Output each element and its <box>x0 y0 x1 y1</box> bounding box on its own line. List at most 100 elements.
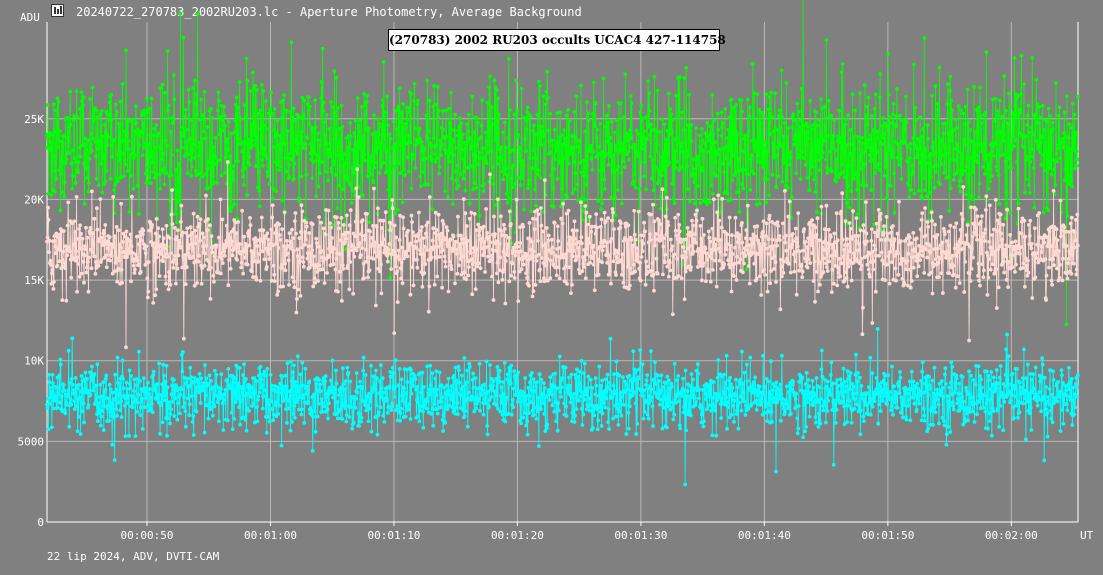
data-point <box>457 183 461 188</box>
data-point <box>1030 296 1035 300</box>
data-point <box>174 212 179 216</box>
data-point <box>1066 257 1071 261</box>
data-point <box>435 156 440 160</box>
data-point <box>63 266 68 271</box>
data-point <box>247 228 251 233</box>
data-point <box>204 376 209 381</box>
data-point <box>265 367 270 371</box>
data-point <box>873 171 878 176</box>
data-point <box>353 234 358 239</box>
data-point <box>98 143 103 147</box>
data-point <box>119 267 124 272</box>
data-point <box>581 262 586 266</box>
data-point <box>58 208 63 213</box>
data-point <box>499 214 503 219</box>
data-point <box>848 142 852 147</box>
data-point <box>859 256 864 261</box>
data-point <box>67 151 72 156</box>
data-point <box>208 297 213 301</box>
data-point <box>766 252 770 256</box>
data-point <box>353 396 358 401</box>
data-point <box>1059 228 1064 233</box>
data-point <box>50 425 54 430</box>
data-point <box>176 200 181 205</box>
data-point <box>411 283 416 288</box>
data-point <box>860 135 864 140</box>
data-point <box>1023 190 1027 195</box>
data-point <box>269 227 274 232</box>
data-point <box>923 206 927 210</box>
data-point <box>138 413 143 418</box>
data-point <box>713 258 718 263</box>
data-point <box>831 246 836 250</box>
data-point <box>310 222 315 227</box>
data-point <box>922 36 927 40</box>
data-point <box>669 112 674 117</box>
data-point <box>287 283 291 287</box>
data-point <box>103 242 108 247</box>
data-point <box>802 227 806 232</box>
data-point <box>845 237 849 241</box>
data-point <box>814 110 818 115</box>
data-point <box>544 226 549 230</box>
data-point <box>217 98 221 103</box>
data-point <box>363 237 367 242</box>
data-point <box>759 293 764 297</box>
data-point <box>339 103 344 108</box>
data-point <box>361 355 366 360</box>
series-layer <box>45 0 1080 487</box>
data-point <box>625 138 630 143</box>
data-point <box>222 249 227 254</box>
data-point <box>470 164 475 169</box>
data-point <box>344 236 349 241</box>
data-point <box>550 143 555 148</box>
data-point <box>773 91 777 96</box>
data-point <box>185 139 190 144</box>
data-point <box>409 186 414 191</box>
data-point <box>266 415 271 419</box>
data-point <box>371 224 375 228</box>
data-point <box>421 385 426 389</box>
data-point <box>185 226 190 231</box>
data-point <box>273 160 278 165</box>
data-point <box>334 368 338 373</box>
data-point <box>858 153 863 158</box>
data-point <box>1075 157 1080 162</box>
data-point <box>138 270 143 274</box>
data-point <box>336 289 340 294</box>
data-point <box>165 433 169 438</box>
data-point <box>91 388 95 393</box>
data-point <box>689 139 694 143</box>
data-point <box>259 151 264 156</box>
data-point <box>798 177 803 182</box>
data-point <box>100 409 105 413</box>
data-point <box>449 267 454 272</box>
data-point <box>143 251 148 256</box>
data-point <box>359 105 364 109</box>
data-point <box>647 109 652 113</box>
data-point <box>648 133 652 138</box>
data-point <box>207 259 211 264</box>
data-point <box>174 261 179 266</box>
data-point <box>713 140 718 145</box>
data-point <box>964 164 969 169</box>
data-point <box>489 149 493 154</box>
data-point <box>365 174 370 179</box>
data-point <box>700 278 704 283</box>
data-point <box>372 165 377 170</box>
data-point <box>572 249 576 254</box>
data-point <box>88 226 93 230</box>
data-point <box>266 252 271 256</box>
data-point <box>183 107 188 112</box>
data-point <box>392 331 397 335</box>
data-point <box>1029 246 1034 251</box>
data-point <box>424 113 429 118</box>
data-point <box>996 285 1001 290</box>
data-point <box>694 241 698 245</box>
data-point <box>645 137 649 142</box>
data-point <box>53 394 57 399</box>
data-point <box>707 235 712 240</box>
data-point <box>261 228 266 233</box>
data-point <box>738 233 742 238</box>
